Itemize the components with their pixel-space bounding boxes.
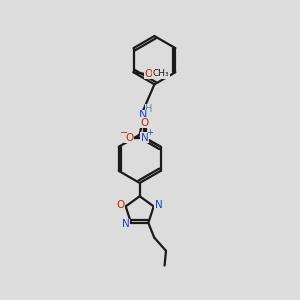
Text: N: N (155, 200, 163, 210)
Text: O: O (117, 200, 125, 210)
Text: H: H (146, 104, 153, 114)
Text: CH₃: CH₃ (153, 69, 169, 78)
Text: O: O (125, 133, 133, 143)
Text: O: O (145, 69, 153, 79)
Text: N: N (122, 219, 130, 229)
Text: O: O (140, 118, 148, 128)
Text: N: N (140, 133, 148, 143)
Text: +: + (146, 128, 153, 137)
Text: −: − (120, 128, 128, 138)
Text: N: N (139, 110, 147, 120)
